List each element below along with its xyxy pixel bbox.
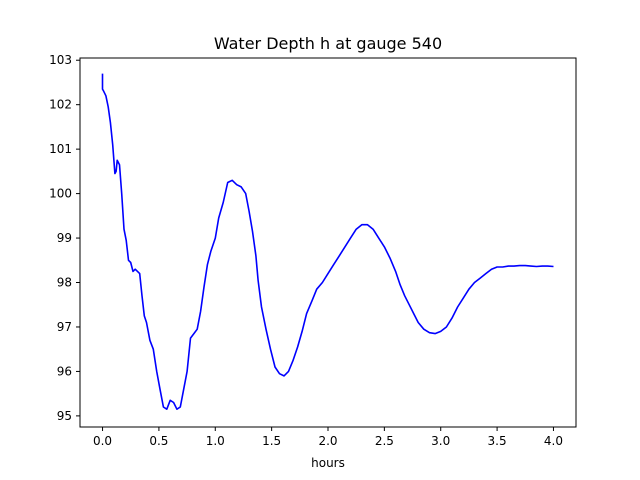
x-axis-label: hours [311, 456, 345, 470]
y-tick-label: 96 [57, 364, 72, 378]
x-tick-label: 3.5 [488, 434, 507, 448]
series-line [101, 73, 554, 410]
x-axis: 0.0 0.5 1.0 1.5 2.0 2.5 3.0 3.5 4.0 [93, 427, 563, 448]
y-tick-label: 102 [49, 98, 72, 112]
y-axis: 95 96 97 98 99 100 101 102 103 [49, 53, 80, 423]
x-tick-label: 4.0 [544, 434, 563, 448]
x-tick-label: 2.5 [375, 434, 394, 448]
y-tick-label: 97 [57, 320, 72, 334]
x-tick-label: 2.0 [318, 434, 337, 448]
y-tick-label: 101 [49, 142, 72, 156]
x-tick-label: 0.0 [93, 434, 112, 448]
plot-frame [79, 57, 577, 428]
y-tick-label: 98 [57, 276, 72, 290]
x-tick-label: 0.5 [149, 434, 168, 448]
x-tick-label: 3.0 [431, 434, 450, 448]
y-tick-label: 99 [57, 231, 72, 245]
y-tick-label: 95 [57, 409, 72, 423]
chart-title: Water Depth h at gauge 540 [214, 34, 442, 53]
y-tick-label: 103 [49, 53, 72, 67]
y-tick-label: 100 [49, 187, 72, 201]
x-tick-label: 1.5 [262, 434, 281, 448]
x-tick-label: 1.0 [206, 434, 225, 448]
